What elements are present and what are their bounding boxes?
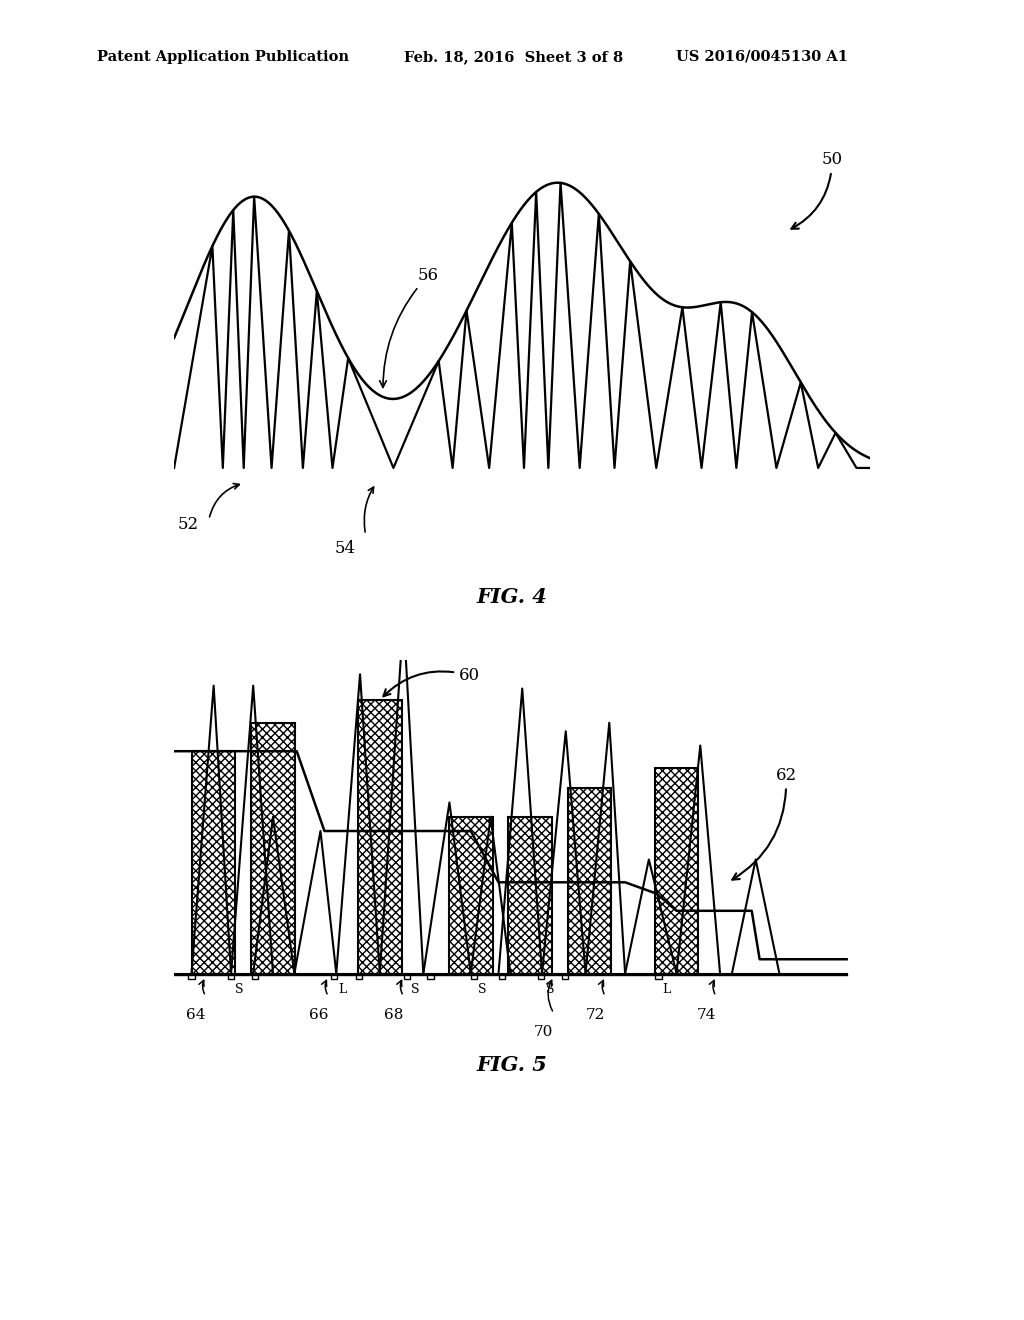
- Text: 54: 54: [334, 540, 355, 557]
- Text: FIG. 5: FIG. 5: [476, 1055, 548, 1076]
- Bar: [655, 974, 662, 979]
- Bar: [331, 974, 337, 979]
- Text: 62: 62: [732, 767, 797, 879]
- Bar: [471, 974, 477, 979]
- FancyBboxPatch shape: [508, 817, 552, 974]
- Text: 70: 70: [535, 1024, 554, 1039]
- Text: S: S: [236, 983, 244, 997]
- Bar: [252, 974, 258, 979]
- Text: 64: 64: [186, 1007, 206, 1022]
- Text: Feb. 18, 2016  Sheet 3 of 8: Feb. 18, 2016 Sheet 3 of 8: [404, 50, 624, 63]
- FancyBboxPatch shape: [567, 788, 611, 974]
- FancyBboxPatch shape: [251, 723, 295, 974]
- Text: S: S: [412, 983, 420, 997]
- Text: L: L: [663, 983, 671, 997]
- Text: 52: 52: [177, 516, 199, 533]
- Text: 50: 50: [792, 152, 843, 228]
- Text: 60: 60: [383, 667, 480, 696]
- Text: US 2016/0045130 A1: US 2016/0045130 A1: [676, 50, 848, 63]
- Bar: [562, 974, 568, 979]
- Text: 68: 68: [384, 1007, 403, 1022]
- Bar: [228, 974, 234, 979]
- Bar: [356, 974, 362, 979]
- Bar: [403, 974, 410, 979]
- Bar: [538, 974, 545, 979]
- Text: 74: 74: [696, 1007, 716, 1022]
- FancyBboxPatch shape: [191, 751, 236, 974]
- FancyBboxPatch shape: [654, 768, 698, 974]
- Text: 66: 66: [308, 1007, 328, 1022]
- Text: 72: 72: [586, 1007, 605, 1022]
- Text: L: L: [338, 983, 346, 997]
- Bar: [499, 974, 505, 979]
- FancyBboxPatch shape: [358, 700, 401, 974]
- Text: FIG. 4: FIG. 4: [476, 586, 548, 607]
- Text: S: S: [546, 983, 554, 997]
- Text: S: S: [478, 983, 486, 997]
- Text: 56: 56: [380, 267, 439, 387]
- Bar: [188, 974, 195, 979]
- FancyBboxPatch shape: [450, 817, 493, 974]
- Text: Patent Application Publication: Patent Application Publication: [97, 50, 349, 63]
- Bar: [427, 974, 433, 979]
